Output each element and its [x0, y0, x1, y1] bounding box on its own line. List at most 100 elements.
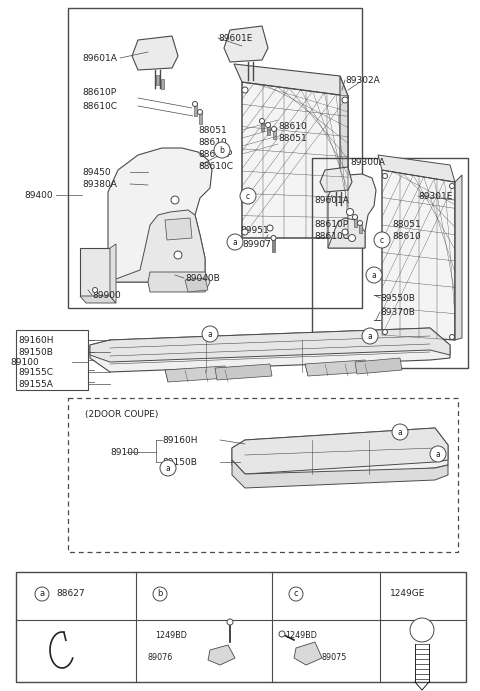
- Text: 89601E: 89601E: [218, 33, 252, 43]
- Circle shape: [366, 267, 382, 283]
- Polygon shape: [208, 645, 235, 665]
- Circle shape: [35, 587, 49, 601]
- Polygon shape: [266, 125, 269, 135]
- Bar: [68, 8, 362, 308]
- Text: 89450: 89450: [82, 167, 110, 176]
- Polygon shape: [90, 328, 450, 362]
- Text: 89150B: 89150B: [18, 348, 53, 357]
- Circle shape: [242, 229, 248, 235]
- Polygon shape: [110, 244, 116, 303]
- Polygon shape: [359, 223, 361, 233]
- Circle shape: [192, 102, 197, 106]
- Text: 88627: 88627: [56, 589, 84, 598]
- Text: 89100: 89100: [10, 357, 39, 366]
- Bar: [68, 398, 458, 552]
- Polygon shape: [232, 428, 448, 480]
- Text: 89155A: 89155A: [18, 379, 53, 388]
- Bar: [16, 572, 466, 682]
- Polygon shape: [242, 82, 348, 238]
- Text: 1249BD: 1249BD: [155, 632, 187, 641]
- Text: a: a: [233, 238, 238, 247]
- Circle shape: [383, 330, 387, 334]
- Text: a: a: [368, 332, 372, 341]
- Text: 89040B: 89040B: [185, 274, 220, 283]
- Circle shape: [289, 587, 303, 601]
- Polygon shape: [261, 121, 264, 131]
- Text: 89302A: 89302A: [345, 75, 380, 84]
- Circle shape: [214, 142, 230, 158]
- Text: 89951: 89951: [240, 225, 269, 234]
- Polygon shape: [80, 296, 116, 303]
- Polygon shape: [185, 278, 208, 292]
- Circle shape: [174, 251, 182, 259]
- Text: b: b: [219, 146, 225, 155]
- Polygon shape: [234, 64, 348, 96]
- Polygon shape: [165, 366, 228, 382]
- Circle shape: [93, 287, 97, 292]
- Text: a: a: [397, 428, 402, 437]
- Polygon shape: [199, 112, 202, 124]
- Polygon shape: [328, 174, 376, 248]
- Polygon shape: [232, 428, 448, 474]
- Polygon shape: [272, 238, 275, 252]
- Text: 1249BD: 1249BD: [285, 632, 317, 641]
- Circle shape: [352, 214, 358, 220]
- Circle shape: [342, 97, 348, 103]
- Text: 89907: 89907: [242, 240, 271, 249]
- Circle shape: [358, 220, 362, 225]
- Text: 89601A: 89601A: [314, 196, 349, 205]
- Text: 89155C: 89155C: [18, 368, 53, 377]
- Circle shape: [242, 87, 248, 93]
- Polygon shape: [165, 218, 192, 240]
- Polygon shape: [355, 358, 402, 374]
- Text: 89550B: 89550B: [380, 294, 415, 303]
- Polygon shape: [108, 148, 212, 282]
- Circle shape: [347, 209, 353, 216]
- Polygon shape: [108, 210, 205, 282]
- Text: 88610: 88610: [198, 138, 227, 146]
- Text: 89380A: 89380A: [82, 180, 117, 189]
- Text: 88051: 88051: [198, 126, 227, 135]
- Text: 88610C: 88610C: [314, 231, 349, 240]
- Text: 89100: 89100: [110, 448, 139, 457]
- Circle shape: [260, 118, 264, 124]
- Polygon shape: [353, 217, 357, 227]
- Circle shape: [279, 631, 285, 637]
- Circle shape: [267, 225, 273, 231]
- Text: (2DOOR COUPE): (2DOOR COUPE): [85, 410, 158, 419]
- Text: 88610: 88610: [392, 231, 421, 240]
- Text: 89160H: 89160H: [162, 435, 197, 444]
- Text: a: a: [166, 464, 170, 473]
- Circle shape: [362, 328, 378, 344]
- Circle shape: [374, 232, 390, 248]
- Bar: [16, 330, 88, 390]
- Text: 88610C: 88610C: [82, 102, 117, 111]
- Text: c: c: [380, 236, 384, 245]
- Text: 88051: 88051: [392, 220, 421, 229]
- Text: 88610P: 88610P: [198, 149, 232, 158]
- Polygon shape: [340, 76, 348, 238]
- Circle shape: [271, 236, 276, 240]
- Polygon shape: [132, 36, 178, 70]
- Text: c: c: [294, 589, 298, 598]
- Circle shape: [342, 229, 348, 235]
- Circle shape: [197, 109, 203, 115]
- Text: 89160H: 89160H: [18, 336, 53, 345]
- Polygon shape: [148, 272, 210, 292]
- Text: a: a: [39, 589, 45, 598]
- Circle shape: [171, 196, 179, 204]
- Text: 89601A: 89601A: [82, 53, 117, 62]
- Bar: [312, 158, 468, 368]
- Circle shape: [202, 326, 218, 342]
- Text: 1249GE: 1249GE: [390, 589, 425, 598]
- Polygon shape: [156, 75, 158, 85]
- Polygon shape: [455, 175, 462, 340]
- Text: 89900: 89900: [92, 290, 121, 299]
- Circle shape: [160, 460, 176, 476]
- Polygon shape: [320, 167, 352, 192]
- Circle shape: [449, 334, 455, 339]
- Text: 89300A: 89300A: [350, 158, 385, 167]
- Circle shape: [392, 424, 408, 440]
- Text: 89301E: 89301E: [418, 191, 452, 200]
- Circle shape: [227, 234, 243, 250]
